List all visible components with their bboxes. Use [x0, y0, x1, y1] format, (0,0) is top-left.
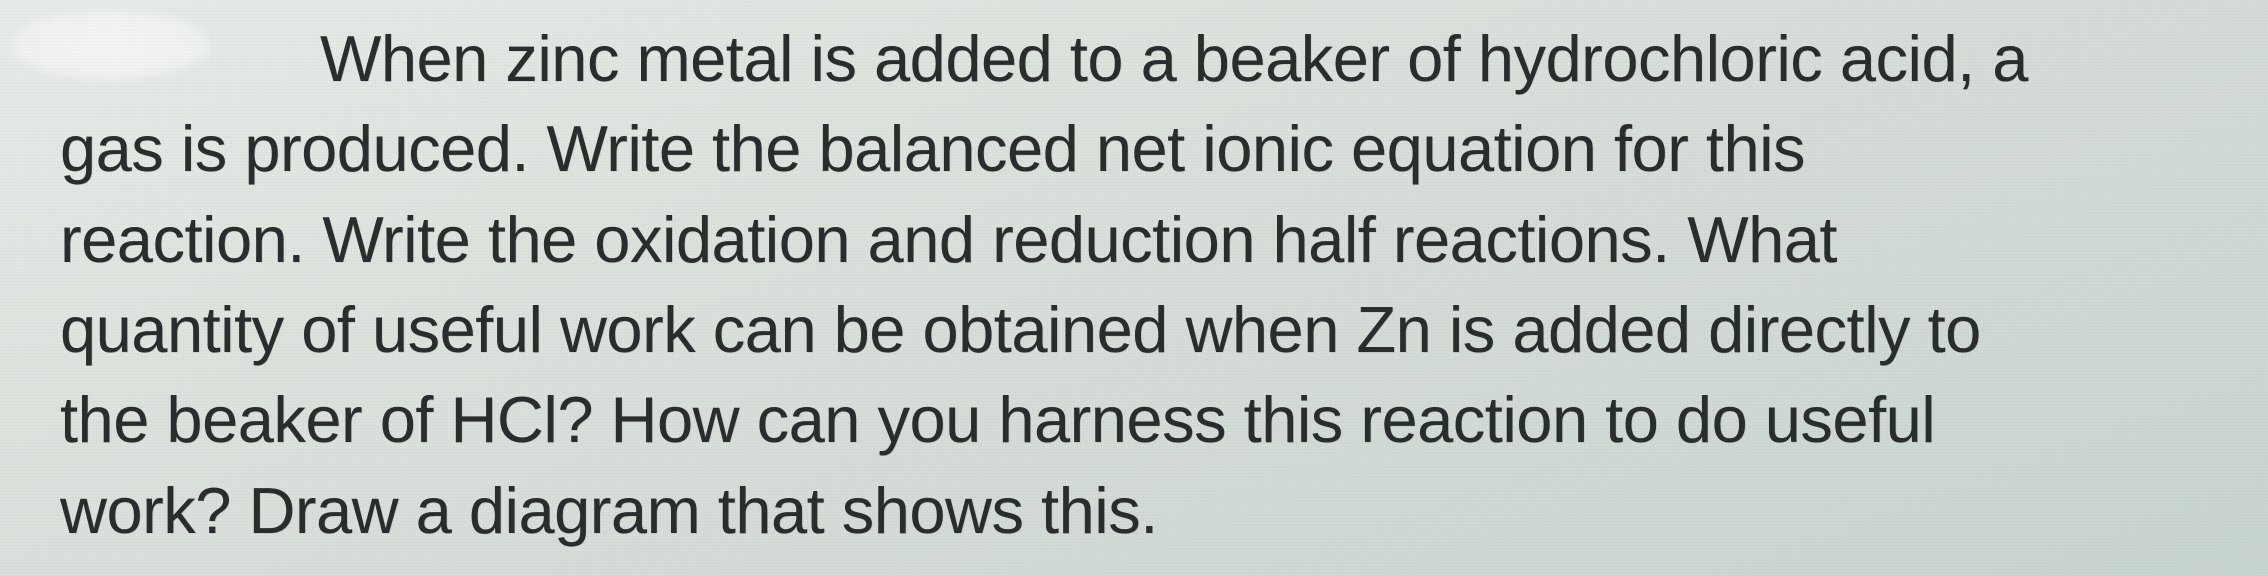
question-line-3: reaction. Write the oxidation and reduct… — [60, 203, 1837, 276]
question-line-1: When zinc metal is added to a beaker of … — [320, 22, 2028, 95]
question-text: When zinc metal is added to a beaker of … — [60, 14, 2228, 556]
question-line-5: the beaker of HCl? How can you harness t… — [60, 383, 1935, 456]
question-line-4: quantity of useful work can be obtained … — [60, 293, 1981, 366]
question-line-6: work? Draw a diagram that shows this. — [60, 474, 1158, 547]
question-line-2: gas is produced. Write the balanced net … — [60, 112, 1805, 185]
